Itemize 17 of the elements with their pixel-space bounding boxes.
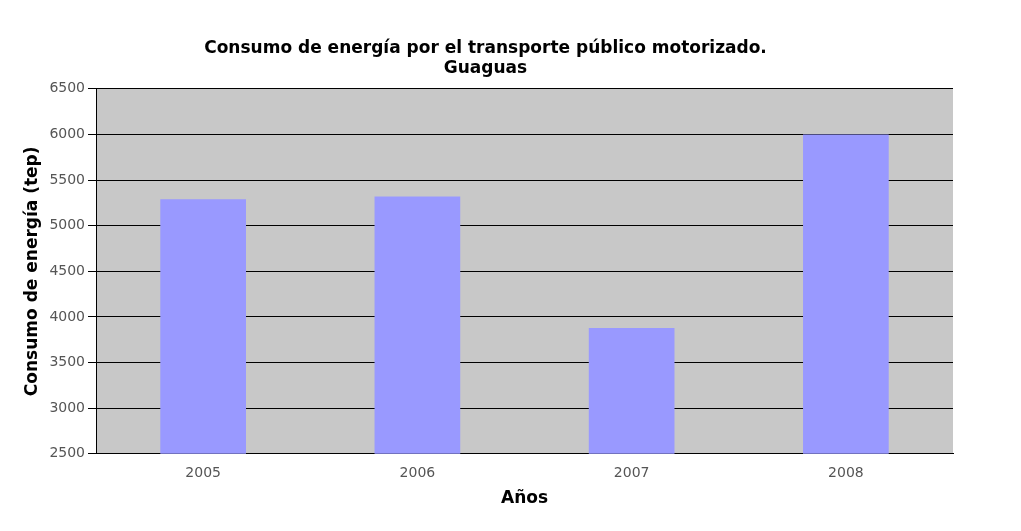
y-tick-label: 5500 xyxy=(49,170,86,187)
y-tick-label: 2500 xyxy=(49,444,86,461)
x-tick-label: 2006 xyxy=(399,463,436,480)
y-tick-label: 6500 xyxy=(49,79,86,96)
y-tick-label: 5000 xyxy=(49,216,86,233)
y-tick-label: 3500 xyxy=(49,353,86,370)
x-tick-label: 2005 xyxy=(185,463,221,480)
x-tick-label: 2007 xyxy=(613,463,650,480)
text: Guaguas xyxy=(443,57,528,78)
y-tick-label: 6000 xyxy=(49,125,86,142)
x-tick-label: 2008 xyxy=(828,463,864,480)
y-tick-label: 4000 xyxy=(49,307,86,324)
text: Consumo de energía por el transporte público motorizado. xyxy=(204,36,767,57)
y-tick-label: 3000 xyxy=(49,398,86,415)
y-axis-title: Consumo de energía (tep) xyxy=(20,146,41,397)
y-tick-label: 4500 xyxy=(49,261,86,278)
x-axis-title: Años xyxy=(500,487,549,508)
